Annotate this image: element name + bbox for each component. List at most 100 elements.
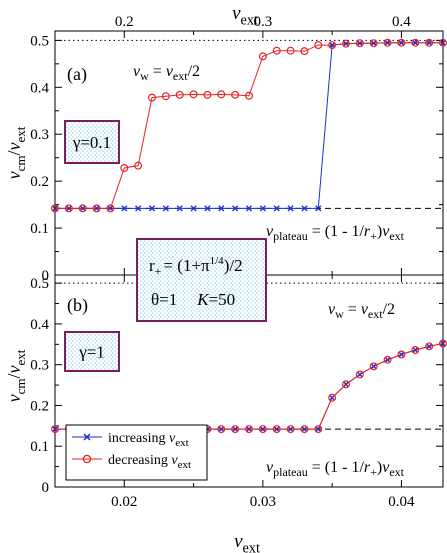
vw-v2: v (166, 63, 174, 80)
data-point-increasing (245, 205, 253, 212)
yl-v2: v (4, 142, 24, 150)
bottom-axis-title: vext (234, 531, 260, 553)
data-point-decreasing (272, 425, 281, 434)
data-point-increasing (426, 39, 433, 46)
gamma-label: γ=1 (78, 343, 105, 362)
panel-a: 00.10.20.30.40.50.2 0.3 0.4(a)γ=0.1vw = ve… (4, 14, 447, 284)
gamma-label: γ=0.1 (72, 133, 111, 152)
data-point-increasing (190, 205, 197, 212)
data-point-increasing (329, 41, 336, 49)
data-point-decreasing (342, 39, 351, 48)
rp-close: )/2 (224, 256, 243, 275)
x-tick-label: 0.03 (250, 494, 276, 510)
y-tick-label: 0 (42, 480, 50, 496)
data-point-decreasing (258, 425, 267, 434)
pl-close: ) (377, 459, 382, 476)
data-point-decreasing (300, 47, 309, 56)
data-point-decreasing (369, 39, 378, 48)
x-tick-label: 0.04 (388, 494, 415, 510)
pl-sub: plateau (273, 465, 308, 479)
data-point-decreasing (161, 92, 170, 101)
y-tick-label: 0 (42, 268, 50, 284)
data-point-increasing (259, 205, 266, 212)
data-point-decreasing (134, 161, 143, 170)
data-point-increasing (301, 205, 308, 212)
data-point-decreasing (106, 204, 115, 213)
pl-rsub: + (370, 465, 377, 479)
yl-slash: / (4, 150, 24, 155)
yl-v2: v (4, 365, 24, 373)
data-point-increasing (259, 426, 266, 433)
legend-word: decreasing (108, 453, 171, 468)
pl-sub2: ext (389, 229, 404, 243)
data-point-increasing (232, 205, 239, 212)
y-tick-label: 0.4 (30, 80, 49, 96)
pl-v2: v (382, 223, 390, 240)
data-point-decreasing (175, 90, 184, 99)
data-point-increasing (135, 205, 142, 212)
gamma-box (64, 120, 120, 164)
data-point-increasing (370, 363, 377, 370)
bottom-axis-title-sub: ext (243, 541, 260, 553)
data-point-decreasing (50, 425, 59, 434)
rp-r: r (149, 256, 155, 275)
pl-eq: = (1 - 1/ (308, 223, 365, 240)
k-value: =50 (209, 290, 236, 309)
yl-v: v (4, 394, 24, 402)
plateau-annotation: vplateau = (1 - 1/r+)vext (266, 459, 405, 479)
data-point-increasing (439, 39, 447, 46)
legend-marker-circle (82, 454, 92, 464)
data-point-decreasing (397, 350, 406, 359)
vw-annotation: vw = vext/2 (328, 301, 395, 321)
data-point-increasing (356, 40, 363, 47)
data-point-decreasing (217, 90, 226, 99)
data-point-increasing (245, 426, 253, 433)
y-tick-label: 0.2 (30, 398, 49, 414)
data-point-decreasing (342, 380, 351, 389)
legend-marker-x (83, 433, 91, 441)
data-point-decreasing (383, 355, 392, 364)
yl-sub2: ext (13, 349, 28, 365)
data-point-decreasing (92, 204, 101, 213)
y-tick-label: 0.1 (30, 439, 49, 455)
vw-sub2: ext (368, 307, 383, 321)
data-point-decreasing (245, 425, 254, 434)
data-point-decreasing (397, 38, 406, 47)
data-point-increasing (273, 205, 280, 212)
data-point-decreasing (272, 46, 281, 55)
rp-eq: = (1+π (163, 256, 210, 275)
yl-slash: / (4, 373, 24, 378)
data-point-increasing (342, 40, 350, 47)
vw-v: v (133, 63, 141, 80)
data-point-increasing (51, 205, 59, 212)
rp-sup: 1/4 (210, 255, 225, 267)
theta-label: θ=1 (151, 290, 177, 309)
legend-label: decreasing vext (108, 453, 191, 471)
data-point-decreasing (64, 204, 73, 213)
data-point-decreasing (425, 342, 434, 351)
data-point-decreasing (217, 425, 226, 434)
data-point-increasing (398, 351, 405, 358)
y-tick-label: 0.3 (30, 127, 49, 143)
pl-r: r (364, 459, 371, 476)
data-point-decreasing (411, 346, 420, 355)
data-point-decreasing (328, 41, 337, 50)
yl-v: v (4, 171, 24, 179)
data-point-decreasing (258, 52, 267, 61)
data-point-decreasing (231, 90, 240, 99)
data-point-increasing (439, 340, 447, 347)
data-point-increasing (412, 346, 419, 354)
series-line-decreasing (55, 42, 443, 209)
data-point-increasing (65, 205, 72, 212)
data-point-decreasing (439, 38, 447, 47)
y-tick-label: 0.1 (30, 221, 49, 237)
data-point-increasing (162, 205, 169, 212)
data-point-decreasing (369, 362, 378, 371)
top-axis-title: vext (232, 3, 258, 29)
parameter-box (136, 238, 267, 322)
pl-eq: = (1 - 1/ (308, 459, 365, 476)
legend-sub: ext (178, 459, 191, 471)
vw-v: v (328, 301, 336, 318)
pl-sub: plateau (273, 229, 308, 243)
